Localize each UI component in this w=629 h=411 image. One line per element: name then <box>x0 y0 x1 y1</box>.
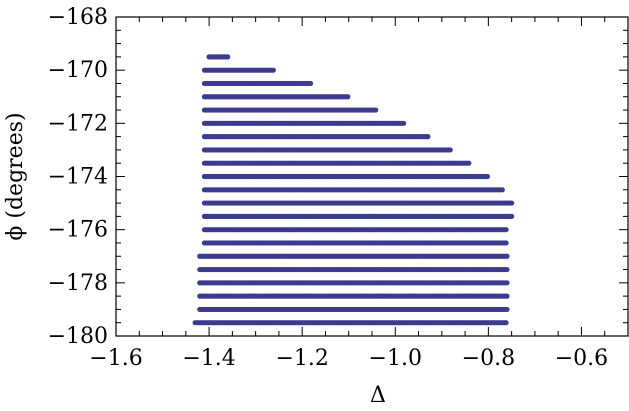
y-tick-label: −178 <box>48 271 108 296</box>
data-band <box>197 306 510 313</box>
data-point <box>509 213 515 219</box>
data-point <box>503 227 509 233</box>
data-point <box>504 306 510 313</box>
data-point <box>504 266 510 273</box>
x-tick-label: −0.8 <box>462 346 515 371</box>
data-point <box>345 94 351 100</box>
data-point <box>509 200 515 206</box>
x-tick-label: −1.4 <box>182 346 235 371</box>
y-tick-label: −174 <box>48 165 108 190</box>
y-tick-label: −172 <box>48 111 108 136</box>
y-tick-label: −176 <box>48 218 108 243</box>
data-point <box>270 67 276 73</box>
y-tick-label: −168 <box>48 5 108 30</box>
data-band <box>201 200 515 206</box>
data-band <box>201 213 515 219</box>
data-band <box>201 94 351 100</box>
data-band <box>201 187 505 193</box>
data-point <box>503 320 509 326</box>
data-point <box>466 160 472 166</box>
x-tick-label: −0.6 <box>555 346 608 371</box>
data-band <box>201 107 379 113</box>
y-tick-label: −180 <box>48 324 108 349</box>
y-tick-label: −170 <box>48 58 108 83</box>
data-band <box>192 320 509 326</box>
data-point <box>307 80 314 87</box>
data-band <box>206 54 231 60</box>
data-band <box>197 280 510 286</box>
data-band <box>201 80 314 87</box>
data-point <box>504 280 510 286</box>
data-band <box>197 266 510 273</box>
data-point <box>503 240 509 246</box>
data-band <box>201 173 491 180</box>
data-point <box>504 253 510 259</box>
data-point <box>225 54 231 60</box>
data-band <box>201 147 453 153</box>
y-axis-label: ϕ (degrees) <box>3 112 28 240</box>
data-point <box>373 107 379 113</box>
x-tick-label: −1.0 <box>369 346 422 371</box>
data-band <box>197 253 510 259</box>
data-band <box>201 120 407 126</box>
data-band <box>201 160 472 166</box>
x-tick-label: −1.6 <box>89 346 142 371</box>
data-point <box>447 147 453 153</box>
data-point <box>401 120 407 126</box>
data-point <box>504 293 510 299</box>
data-band <box>201 134 431 140</box>
data-band <box>201 240 509 246</box>
data-point <box>484 173 491 180</box>
data-layer <box>192 54 515 326</box>
data-point <box>425 134 431 140</box>
x-axis-label: Δ <box>370 383 386 408</box>
x-tick-label: −1.2 <box>275 346 328 371</box>
data-band <box>197 293 510 299</box>
tick-layer: −1.6 −1.4 −1.2 −1.0 −0.8 −0.6 −180 −178 −176 −174… <box>48 5 629 371</box>
data-point <box>499 187 505 193</box>
data-band <box>201 227 509 233</box>
data-band <box>201 67 276 73</box>
